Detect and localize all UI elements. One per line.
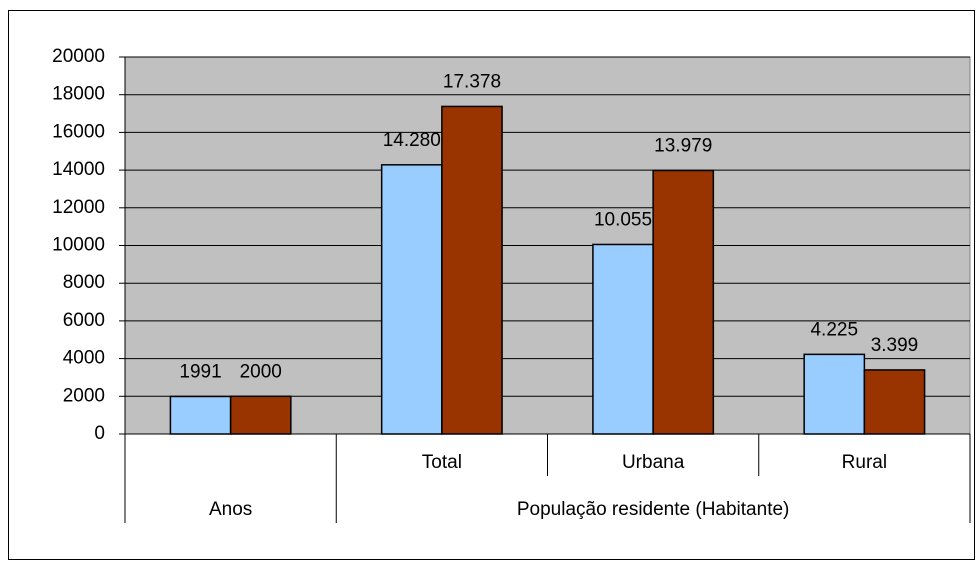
- y-tick-label: 18000: [52, 84, 105, 105]
- x-tick-label: Total: [422, 452, 462, 473]
- y-tick-label: 6000: [63, 310, 105, 331]
- data-label: 10.055: [594, 209, 652, 230]
- x-tick-label: Urbana: [622, 452, 685, 473]
- y-tick-label: 0: [94, 423, 105, 444]
- bar: [169, 395, 232, 435]
- y-tick-label: 14000: [52, 159, 105, 180]
- group-label: Anos: [209, 499, 252, 520]
- bar: [229, 395, 292, 435]
- y-tick-label: 8000: [63, 272, 105, 293]
- y-tick-label: 12000: [52, 197, 105, 218]
- data-label: 1991: [179, 361, 221, 382]
- data-label: 4.225: [810, 319, 858, 340]
- bar: [380, 164, 443, 435]
- data-label: 13.979: [654, 136, 712, 157]
- y-tick-label: 2000: [63, 385, 105, 406]
- bar: [652, 169, 715, 435]
- data-label: 17.378: [443, 71, 501, 92]
- bar: [803, 353, 866, 435]
- data-label: 3.399: [871, 335, 919, 356]
- x-tick-label: Rural: [842, 452, 887, 473]
- bar: [863, 369, 926, 435]
- data-label: 2000: [240, 361, 282, 382]
- y-tick-label: 20000: [52, 46, 105, 67]
- bar: [592, 243, 654, 435]
- y-tick-label: 4000: [63, 348, 105, 369]
- data-label: 14.280: [383, 130, 441, 151]
- y-tick-label: 16000: [52, 121, 105, 142]
- group-label: População residente (Habitante): [517, 499, 790, 520]
- bar: [441, 105, 503, 435]
- y-tick-label: 10000: [52, 235, 105, 256]
